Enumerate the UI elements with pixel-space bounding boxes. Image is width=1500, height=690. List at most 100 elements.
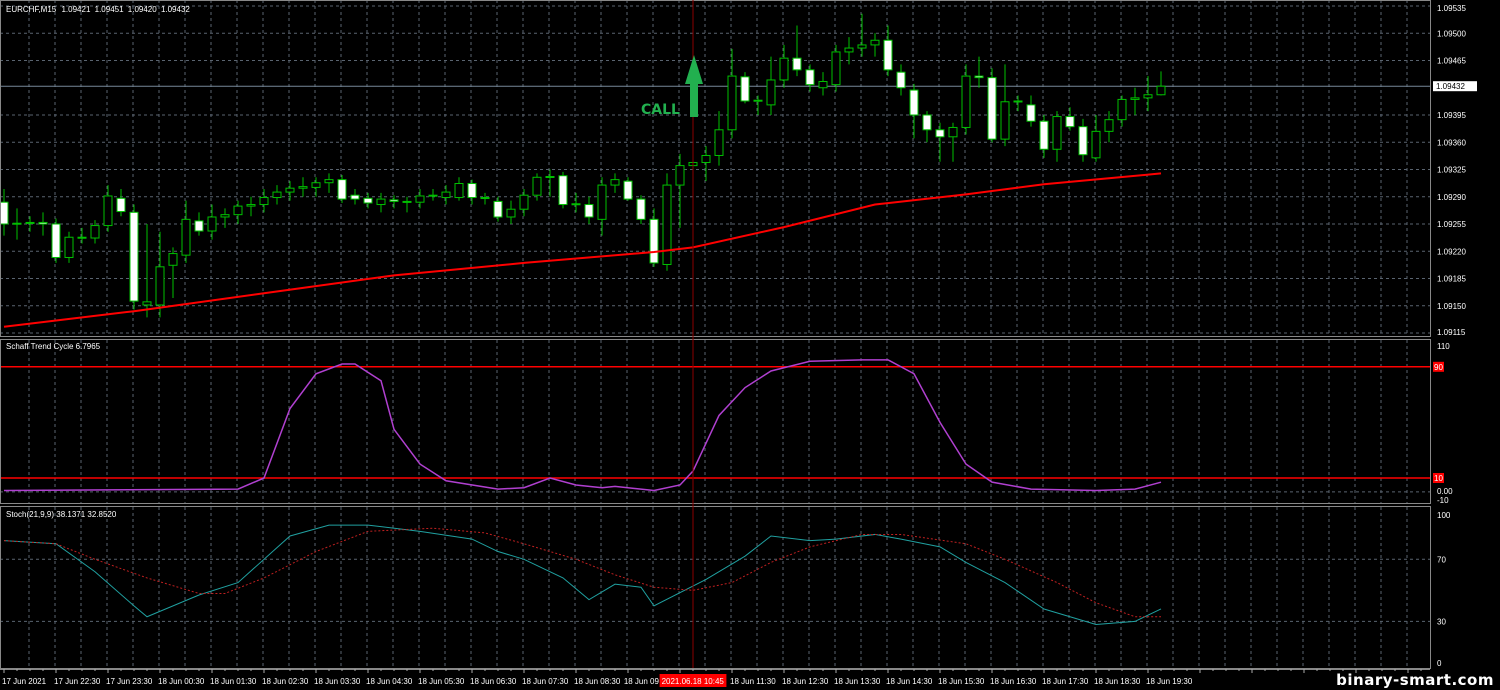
time-tick-label: 18 Jun 05:30 xyxy=(418,677,465,686)
candle xyxy=(493,196,503,222)
bullish-candle-body xyxy=(246,204,256,207)
candle xyxy=(90,220,100,244)
bearish-candle-body xyxy=(636,198,646,220)
price-tick-label: 1.09535 xyxy=(1437,4,1466,13)
bullish-candle-body xyxy=(662,184,672,265)
stochastic-panel[interactable] xyxy=(3,524,1162,626)
candle xyxy=(558,171,568,209)
time-tick-label: 18 Jun 08:30 xyxy=(574,677,621,686)
moving-average-line xyxy=(3,172,1162,328)
bearish-candle-body xyxy=(480,197,490,200)
candle xyxy=(467,179,477,205)
time-tick-label: 18 Jun 03:30 xyxy=(314,677,361,686)
candle xyxy=(233,200,243,224)
bullish-candle-body xyxy=(233,205,243,216)
candle xyxy=(116,188,126,217)
price-tick-label: 1.09500 xyxy=(1437,29,1466,38)
candle xyxy=(532,173,542,201)
candle xyxy=(623,177,633,201)
bullish-candle-body xyxy=(25,221,35,224)
candle xyxy=(675,153,685,228)
bullish-candle-body xyxy=(714,129,724,156)
bullish-candle-body xyxy=(727,75,737,131)
stc-level-label: 10 xyxy=(1434,474,1443,483)
time-tick-label: 18 Jun 07:30 xyxy=(522,677,569,686)
candle xyxy=(64,231,74,263)
bearish-candle-body xyxy=(363,197,373,204)
candle xyxy=(571,192,581,213)
candle xyxy=(350,188,360,205)
bearish-candle-body xyxy=(402,200,412,203)
candle xyxy=(1000,64,1010,147)
bullish-candle-body xyxy=(1013,100,1023,103)
stoch-panel-border xyxy=(0,506,1431,669)
time-tick-label: 18 Jun 15:30 xyxy=(938,677,985,686)
bullish-candle-body xyxy=(103,195,113,227)
candle xyxy=(818,72,828,96)
bullish-candle-body xyxy=(441,191,451,199)
candle xyxy=(246,196,256,217)
candle xyxy=(506,200,516,224)
candle xyxy=(285,181,295,201)
price-panel[interactable] xyxy=(0,13,1430,328)
price-tick-label: 1.09290 xyxy=(1437,193,1466,202)
bearish-candle-body xyxy=(883,39,893,71)
candle xyxy=(376,192,386,213)
candle xyxy=(987,68,997,143)
bullish-candle-body xyxy=(610,179,620,186)
bullish-candle-body xyxy=(376,198,386,206)
time-tick-label: 17 Jun 23:30 xyxy=(106,677,153,686)
bullish-candle-body xyxy=(428,194,438,197)
bullish-candle-body xyxy=(207,216,217,232)
candle xyxy=(1026,95,1036,127)
bearish-candle-body xyxy=(0,201,9,225)
bullish-candle-body xyxy=(1104,119,1114,132)
bullish-candle-body xyxy=(168,253,178,266)
candle xyxy=(870,33,880,57)
bullish-candle-body xyxy=(142,301,152,306)
signal-time-label-bg xyxy=(659,674,727,687)
bearish-candle-body xyxy=(740,76,750,102)
candle xyxy=(77,227,87,244)
bullish-candle-body xyxy=(298,186,308,189)
bearish-candle-body xyxy=(792,57,802,71)
time-tick-label: 18 Jun 17:30 xyxy=(1042,677,1089,686)
candle xyxy=(636,195,646,224)
time-tick-label: 18 Jun 18:30 xyxy=(1094,677,1141,686)
grid xyxy=(0,0,1430,668)
bullish-candle-body xyxy=(181,218,191,256)
stc-line xyxy=(3,359,1162,492)
bullish-candle-body xyxy=(90,225,100,239)
candle xyxy=(1130,87,1140,115)
stoch-main-line xyxy=(3,524,1162,626)
candle xyxy=(1117,95,1127,127)
bullish-candle-body xyxy=(948,126,958,138)
axes: 1.09535 1.09500 1.09465 1.09395 1.09360 1.093… xyxy=(0,0,1477,686)
bullish-candle-body xyxy=(675,165,685,186)
bullish-candle-body xyxy=(818,81,828,89)
bearish-candle-body xyxy=(38,221,48,225)
bullish-candle-body xyxy=(506,208,516,218)
stc-tick-label: 0.00 xyxy=(1437,487,1453,496)
bullish-candle-body xyxy=(1156,85,1166,96)
bearish-candle-body xyxy=(77,236,87,239)
candle xyxy=(142,224,152,318)
bullish-candle-body xyxy=(961,75,971,128)
candle xyxy=(792,25,802,77)
bullish-candle-body xyxy=(844,47,854,53)
bullish-candle-body xyxy=(753,99,763,102)
bearish-candle-body xyxy=(194,220,204,232)
bearish-candle-body xyxy=(1026,104,1036,122)
signal-time-label: 2021.06.18 10:45 xyxy=(662,677,725,686)
time-tick-label: 18 Jun 04:30 xyxy=(366,677,413,686)
bullish-candle-body xyxy=(1052,116,1062,150)
time-tick-label: 18 Jun 14:30 xyxy=(886,677,933,686)
candle xyxy=(753,95,763,115)
schaff-trend-cycle-panel[interactable] xyxy=(0,359,1430,492)
candle xyxy=(181,200,191,263)
candle xyxy=(441,185,451,205)
stc-title: Schaff Trend Cycle 6.7965 xyxy=(6,342,101,351)
stc-panel-border xyxy=(0,339,1431,504)
bearish-candle-body xyxy=(129,211,139,302)
